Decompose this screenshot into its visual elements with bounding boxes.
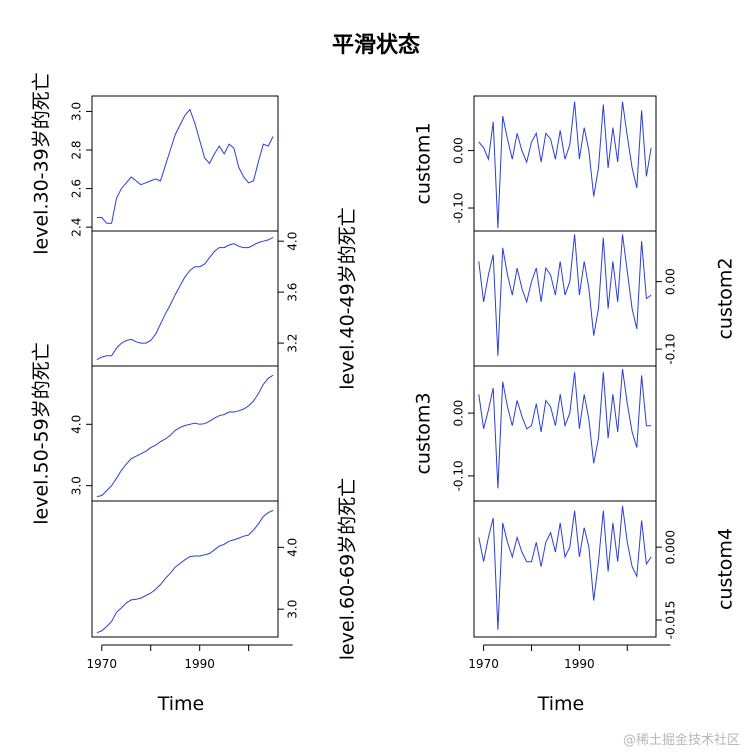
x-tick-label: 1970 [87,657,118,671]
panel-ylabel: custom4 [715,528,737,610]
x-axis: 1970 1990 Time [468,644,671,715]
y-tick-label: 0.00 [452,137,466,164]
left-column-chart: 2.4 2.6 2.8 3.0 level.30-39岁的死亡 3.2 3.6 4.0 leve… [31,72,359,715]
panel-frame [91,500,279,638]
panel-frame [473,365,657,502]
panel-ylabel: custom1 [413,122,435,204]
panel-custom2: -0.10 0.00 custom2 [473,230,737,367]
panel-ylabel: custom2 [715,257,737,339]
series-line-level.60-69岁的死亡 [96,509,274,634]
panel-ylabel: custom3 [413,392,435,474]
watermark: @稀土掘金技术社区 [623,732,740,748]
panel-frame [473,95,657,232]
y-tick-label: 2.8 [70,140,84,159]
panel-level.30-39岁的死亡: 2.4 2.6 2.8 3.0 level.30-39岁的死亡 [31,72,279,255]
y-tick-label: -0.10 [452,192,466,223]
panel-ylabel: level.30-39岁的死亡 [31,72,53,254]
panel-frame [473,500,657,638]
series-line-level.40-49岁的死亡 [96,236,274,361]
y-tick-label: 0.00 [452,400,466,427]
y-tick-label: 4.0 [286,538,300,557]
y-tick-label: 2.6 [70,179,84,198]
y-tick-label: 4.0 [70,415,84,434]
x-tick-label: 1970 [468,657,499,671]
panel-ylabel: level.40-49岁的死亡 [337,207,359,389]
series-line-custom4 [478,505,652,630]
panel-custom4: -0.015 0.000 custom4 [473,500,737,640]
x-tick-label: 1990 [564,657,595,671]
x-axis-label: Time [537,693,585,715]
series-line-level.30-39岁的死亡 [96,108,274,224]
panel-custom3: -0.10 0.00 custom3 [413,365,657,502]
y-tick-label: 3.6 [286,283,300,302]
y-tick-label: 0.000 [664,530,678,564]
panel-level.60-69岁的死亡: 3.0 4.0 level.60-69岁的死亡 [91,478,359,660]
y-tick-label: -0.015 [664,601,678,640]
y-tick-label: 3.0 [70,102,84,121]
series-line-level.50-59岁的死亡 [96,374,274,498]
panel-level.40-49岁的死亡: 3.2 3.6 4.0 level.40-49岁的死亡 [91,207,359,390]
x-tick-label: 1990 [184,657,215,671]
series-line-custom2 [478,234,652,356]
x-axis: 1970 1990 Time [87,644,293,715]
panel-ylabel: level.60-69岁的死亡 [337,478,359,660]
y-tick-label: 0.00 [664,268,678,295]
x-axis-label: Time [157,693,205,715]
y-tick-label: 3.0 [286,600,300,619]
right-column-chart: -0.10 0.00 custom1 -0.10 0.00 custom2 -0.10 0.0… [413,95,737,715]
y-tick-label: -0.10 [664,334,678,365]
panel-level.50-59岁的死亡: 3.0 4.0 level.50-59岁的死亡 [31,342,279,525]
panel-frame [91,230,279,367]
panel-custom1: -0.10 0.00 custom1 [413,95,657,232]
y-tick-label: 2.4 [70,218,84,237]
y-tick-label: 3.0 [70,476,84,495]
y-tick-label: 3.2 [286,334,300,353]
panel-frame [473,230,657,367]
panel-frame [91,365,279,502]
panel-ylabel: level.50-59岁的死亡 [31,342,53,524]
y-tick-label: 4.0 [286,232,300,251]
y-tick-label: -0.10 [452,460,466,491]
figure-title: 平滑状态 [332,32,420,58]
series-line-custom1 [478,101,652,229]
series-line-custom3 [478,369,652,489]
